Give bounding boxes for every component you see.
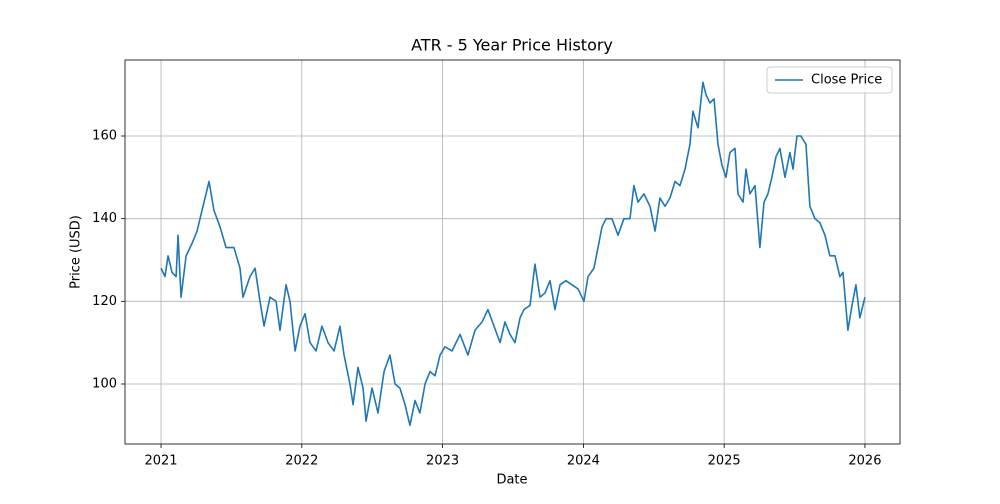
x-axis-label: Date [496,473,527,488]
y-axis-label: Price (USD) [69,215,84,289]
plot-frame [124,59,901,445]
x-tick-label: 2024 [567,454,600,469]
x-tick-label: 2023 [426,454,459,469]
y-tick-label: 120 [92,294,117,309]
price-line [160,81,866,427]
legend-box [766,66,893,94]
x-tick-label: 2025 [708,454,741,469]
x-tick-label: 2021 [144,454,177,469]
y-tick-label: 100 [92,376,117,391]
y-tick-label: 140 [92,211,117,226]
y-tick-label: 160 [92,129,117,144]
chart-title: ATR - 5 Year Price History [411,36,613,55]
x-tick-label: 2022 [285,454,318,469]
x-tick-label: 2026 [848,454,881,469]
legend-label: Close Price [811,73,882,88]
